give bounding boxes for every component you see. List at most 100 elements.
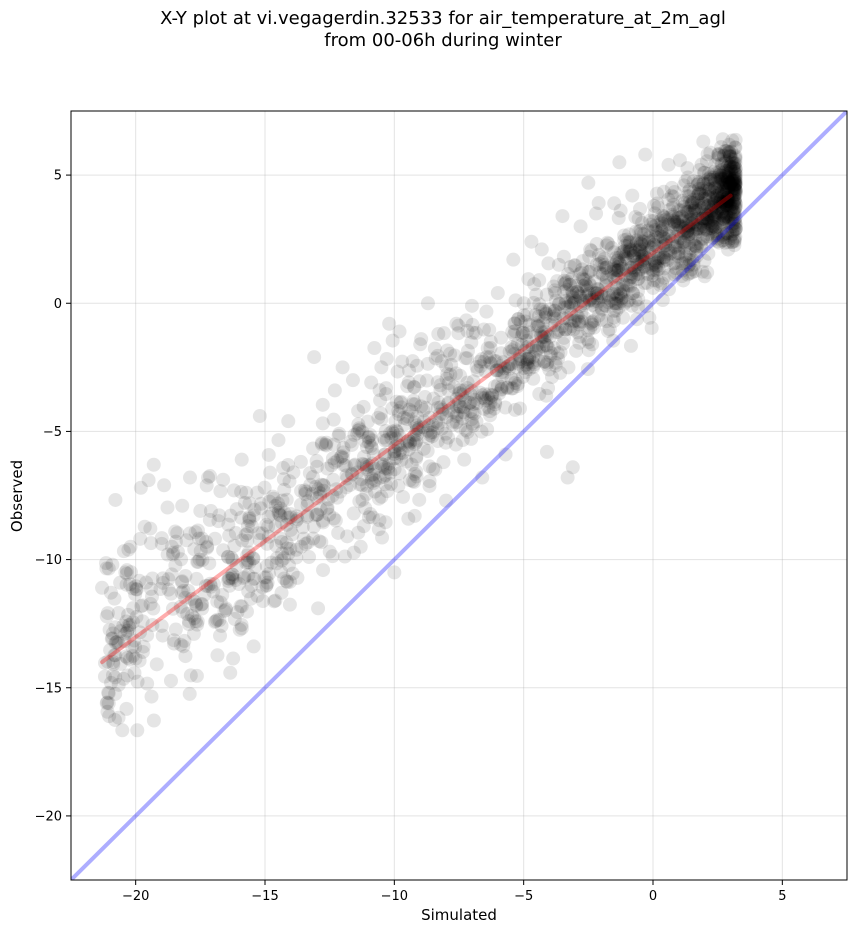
data-point xyxy=(725,178,740,193)
data-point xyxy=(276,551,291,566)
data-point xyxy=(675,223,690,238)
data-point xyxy=(623,270,638,285)
data-point xyxy=(702,183,717,198)
data-point xyxy=(359,486,374,501)
data-point xyxy=(661,157,676,172)
data-point xyxy=(544,370,559,385)
data-point xyxy=(680,205,695,220)
data-point xyxy=(141,473,156,488)
data-point xyxy=(265,489,280,504)
data-point xyxy=(604,293,619,308)
data-point xyxy=(508,293,523,308)
data-point xyxy=(681,214,696,229)
data-point xyxy=(720,144,735,159)
data-point xyxy=(560,470,575,485)
data-point xyxy=(696,213,711,228)
data-point xyxy=(345,373,360,388)
data-point xyxy=(229,502,244,517)
data-point xyxy=(431,395,446,410)
data-point xyxy=(441,383,456,398)
data-point xyxy=(668,256,683,271)
data-point xyxy=(261,519,276,534)
data-point xyxy=(273,508,288,523)
data-point xyxy=(728,164,743,179)
data-point xyxy=(615,261,630,276)
data-point xyxy=(700,211,715,226)
data-point xyxy=(100,606,115,621)
data-point xyxy=(556,336,571,351)
data-point xyxy=(721,194,736,209)
data-point xyxy=(309,453,324,468)
data-point xyxy=(195,553,210,568)
data-point xyxy=(687,201,702,216)
data-point xyxy=(481,400,496,415)
data-point xyxy=(187,611,202,626)
data-point xyxy=(728,222,743,237)
data-point xyxy=(322,544,337,559)
data-point xyxy=(298,487,313,502)
data-point xyxy=(401,375,416,390)
data-point xyxy=(655,208,670,223)
data-point xyxy=(709,195,724,210)
data-point xyxy=(556,311,571,326)
data-point xyxy=(531,342,546,357)
data-point xyxy=(515,325,530,340)
data-point xyxy=(464,431,479,446)
data-point xyxy=(185,608,200,623)
data-point xyxy=(500,381,515,396)
data-point xyxy=(516,360,531,375)
data-point xyxy=(632,257,647,272)
data-point xyxy=(670,211,685,226)
data-point xyxy=(447,380,462,395)
data-point xyxy=(630,299,645,314)
data-point xyxy=(667,213,682,228)
data-point xyxy=(464,335,479,350)
data-point xyxy=(722,137,737,152)
data-point xyxy=(706,194,721,209)
data-point xyxy=(621,293,636,308)
data-point xyxy=(383,465,398,480)
data-point xyxy=(694,239,709,254)
data-point xyxy=(607,196,622,211)
data-point xyxy=(315,513,330,528)
data-point xyxy=(599,270,614,285)
data-point xyxy=(578,272,593,287)
data-point xyxy=(497,365,512,380)
data-point xyxy=(100,695,115,710)
data-point xyxy=(655,276,670,291)
data-point xyxy=(642,239,657,254)
data-point xyxy=(466,418,481,433)
data-point xyxy=(308,508,323,523)
data-point xyxy=(720,190,735,205)
data-point xyxy=(706,212,721,227)
scatter-points xyxy=(95,132,743,738)
data-point xyxy=(719,198,734,213)
data-point xyxy=(240,526,255,541)
data-point xyxy=(378,477,393,492)
data-point xyxy=(721,181,736,196)
data-point xyxy=(704,203,719,218)
data-point xyxy=(649,255,664,270)
data-point xyxy=(211,514,226,529)
chart-title-line-1: X-Y plot at vi.vegagerdin.32533 for air_… xyxy=(160,8,726,29)
data-point xyxy=(686,184,701,199)
data-point xyxy=(117,634,132,649)
data-point xyxy=(451,386,466,401)
data-point xyxy=(378,387,393,402)
data-point xyxy=(609,303,624,318)
data-point xyxy=(721,206,736,221)
data-point xyxy=(298,484,313,499)
data-point xyxy=(683,216,698,231)
data-point xyxy=(728,182,743,197)
data-point xyxy=(674,269,689,284)
data-point xyxy=(635,237,650,252)
data-point xyxy=(422,410,437,425)
data-point xyxy=(726,193,741,208)
data-point xyxy=(637,246,652,261)
data-point xyxy=(400,434,415,449)
data-point xyxy=(177,633,192,648)
data-point xyxy=(145,571,160,586)
data-point xyxy=(308,479,323,494)
data-point xyxy=(336,458,351,473)
data-point xyxy=(470,363,485,378)
